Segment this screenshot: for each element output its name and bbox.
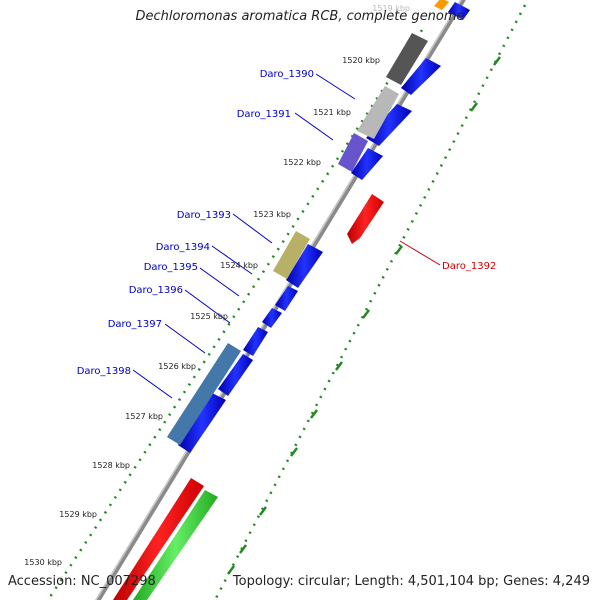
cds-block [275,286,298,311]
cds-block [286,244,323,288]
reverse-cds-track [113,194,384,600]
feature-block [338,133,368,172]
gene-label[interactable]: Daro_1390 [260,69,314,80]
gc-skew-track-outer [213,4,527,600]
gene-label[interactable]: Daro_1397 [108,319,162,330]
gene-label[interactable]: Daro_1398 [77,366,131,377]
map-title: Dechloromonas aromatica RCB, complete ge… [135,9,465,24]
position-ticks: 1519 kbp 1520 kbp 1521 kbp 1522 kbp 1523… [24,4,410,567]
cds-block [178,393,226,453]
cds-block [351,148,383,180]
cds-block [243,327,268,356]
cds-block [366,104,412,146]
inner-feature-track [167,0,449,445]
feature-block [434,0,449,10]
gene-label[interactable]: Daro_1395 [144,262,198,273]
tick-label: 1522 kbp [283,158,321,167]
feature-block [357,86,399,139]
tick-label: 1527 kbp [125,412,163,421]
gc-skew-marks [227,56,501,575]
gene-label[interactable]: Daro_1393 [177,210,231,221]
cds-block-reverse [347,194,384,244]
gene-labels: Daro_1390 Daro_1391 Daro_1392 Daro_1393 … [77,69,497,377]
rna-block [133,490,218,600]
feature-block [167,343,241,445]
tick-label: 1520 kbp [342,56,380,65]
cds-block-reverse [113,478,204,600]
gene-label[interactable]: Daro_1396 [129,285,183,296]
tick-label: 1523 kbp [253,210,291,219]
tick-label: 1521 kbp [313,108,351,117]
forward-cds-track [178,2,470,453]
cds-block [448,2,470,20]
rna-track [133,490,218,600]
cds-block [401,58,441,95]
tick-label: 1530 kbp [24,558,62,567]
accession-label: Accession: NC_007298 [8,574,156,589]
label-leaders [132,73,441,399]
gene-label[interactable]: Daro_1392 [442,261,496,272]
genome-summary: Topology: circular; Length: 4,501,104 bp… [232,574,590,589]
tick-label: 1529 kbp [59,510,97,519]
gene-label[interactable]: Daro_1394 [156,242,210,253]
feature-block [386,33,428,85]
tick-label: 1528 kbp [92,461,130,470]
tick-label: 1524 kbp [220,261,258,270]
tick-label: 1519 kbp [372,4,410,13]
feature-block [273,231,310,279]
gc-skew-track-inner [46,29,424,600]
tick-label: 1526 kbp [158,362,196,371]
gene-label[interactable]: Daro_1391 [237,109,291,120]
cds-block [262,308,282,328]
tick-label: 1525 kbp [190,312,228,321]
cds-block [218,354,253,396]
